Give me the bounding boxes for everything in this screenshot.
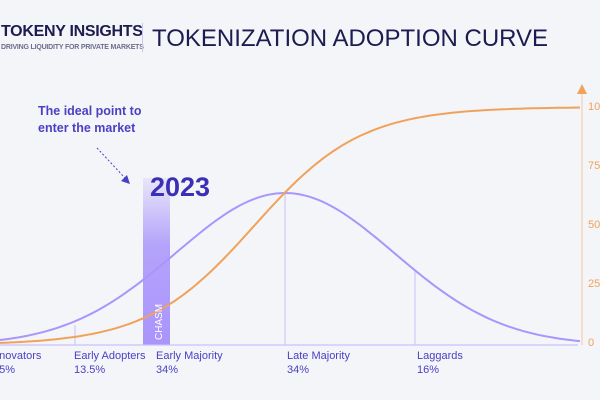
y-tick: 25 bbox=[588, 278, 600, 290]
highlight-year: 2023 bbox=[150, 172, 211, 202]
y-tick: 100 bbox=[588, 101, 600, 113]
brand-logo: TOKENY INSIGHTS DRIVING LIQUIDITY FOR PR… bbox=[1, 23, 144, 51]
brand-tagline: DRIVING LIQUIDITY FOR PRIVATE MARKETS bbox=[1, 44, 144, 51]
divider bbox=[142, 23, 143, 52]
annotation-arrow bbox=[96, 147, 126, 179]
segment-early-adopters: Early Adopters 13.5% bbox=[74, 349, 146, 377]
chasm-label: CHASM bbox=[154, 304, 165, 340]
segment-name: Early Majority bbox=[156, 350, 223, 362]
y-axis-arrow-icon bbox=[577, 84, 587, 94]
arrowhead-icon bbox=[121, 175, 130, 184]
bell-curve-series bbox=[0, 191, 581, 343]
segment-share: 34% bbox=[156, 364, 179, 376]
chart-title: TOKENIZATION ADOPTION CURVE bbox=[152, 25, 549, 52]
y-tick: 0 bbox=[588, 337, 595, 349]
y-tick: 50 bbox=[588, 219, 600, 231]
brand-name: TOKENY INSIGHTS bbox=[1, 23, 143, 40]
segment-share: 2.5% bbox=[0, 364, 16, 376]
segment-share: 13.5% bbox=[74, 364, 106, 376]
segment-innovators: Innovators 2.5% bbox=[0, 349, 41, 377]
cumulative-adoption-series bbox=[0, 106, 581, 344]
annotation-text: The ideal point to enter the market bbox=[38, 104, 142, 135]
segment-share: 34% bbox=[287, 364, 310, 376]
segment-late-majority: Late Majority 34% bbox=[287, 349, 350, 377]
segment-laggards: Laggards 16% bbox=[417, 349, 463, 377]
segment-name: Early Adopters bbox=[74, 350, 146, 362]
segment-name: Late Majority bbox=[287, 350, 350, 362]
segment-name: Laggards bbox=[417, 350, 463, 362]
segment-name: Innovators bbox=[0, 350, 42, 362]
segment-share: 16% bbox=[417, 364, 440, 376]
segment-early-majority: Early Majority 34% bbox=[156, 349, 223, 377]
y-tick: 75 bbox=[588, 160, 600, 172]
